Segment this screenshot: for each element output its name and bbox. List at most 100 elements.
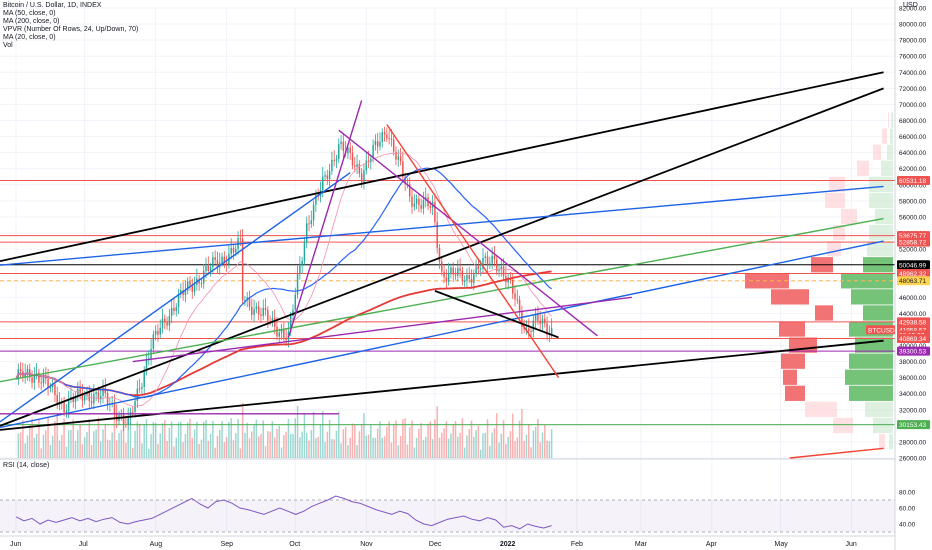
candle-body bbox=[360, 173, 363, 183]
candle-body bbox=[230, 247, 232, 254]
indicator-vpvr[interactable]: VPVR (Number Of Rows, 24, Up/Down, 70) bbox=[3, 26, 139, 33]
volume-bar bbox=[168, 427, 171, 458]
volume-bar bbox=[109, 440, 111, 458]
candle-body bbox=[223, 256, 226, 263]
volume-bar bbox=[97, 417, 100, 458]
indicator-ma50[interactable]: MA (50, close, 0) bbox=[3, 10, 56, 17]
trend-line[interactable] bbox=[0, 240, 884, 429]
candle-body bbox=[486, 256, 489, 265]
volume-bar bbox=[358, 431, 361, 458]
volume-bar bbox=[248, 438, 251, 458]
trend-line[interactable] bbox=[287, 100, 363, 338]
candle-body bbox=[264, 307, 267, 311]
trend-line[interactable] bbox=[386, 124, 560, 379]
volume-bar bbox=[40, 448, 42, 458]
volume-bar bbox=[509, 431, 512, 458]
candle-body bbox=[482, 258, 484, 269]
candle-body bbox=[468, 275, 470, 279]
volume-bar bbox=[537, 418, 539, 458]
trend-line[interactable] bbox=[0, 185, 884, 266]
price-tag-text: 60531.18 bbox=[899, 178, 926, 185]
candle-body bbox=[125, 423, 127, 425]
volume-bar bbox=[138, 423, 141, 458]
trend-line[interactable] bbox=[338, 129, 598, 337]
indicator-vol[interactable]: Vol bbox=[3, 42, 13, 49]
candle-body bbox=[395, 151, 397, 160]
candle-body bbox=[65, 410, 68, 413]
candle-body bbox=[141, 386, 143, 389]
volume-bar bbox=[431, 439, 434, 458]
volume-bar bbox=[232, 440, 235, 458]
vp-down-bar bbox=[771, 289, 809, 305]
trend-lines[interactable] bbox=[0, 71, 884, 459]
rsi-legend[interactable]: RSI (14, close) bbox=[3, 462, 50, 469]
vp-down-bar bbox=[888, 112, 889, 128]
volume-bar bbox=[186, 422, 189, 458]
candle-body bbox=[145, 359, 148, 372]
candle-body bbox=[166, 322, 168, 326]
volume-bar bbox=[511, 413, 514, 458]
indicator-ma200[interactable]: MA (200, close, 0) bbox=[3, 18, 60, 25]
candle-body bbox=[516, 299, 519, 301]
trend-line[interactable] bbox=[789, 447, 884, 459]
vp-up-bar bbox=[887, 144, 893, 160]
candle-body bbox=[157, 330, 159, 335]
candle-body bbox=[191, 285, 194, 292]
candle-body bbox=[168, 315, 171, 326]
volume-bar bbox=[58, 440, 61, 458]
candle-body bbox=[56, 394, 58, 405]
candle-body bbox=[546, 323, 548, 335]
candle-body bbox=[241, 238, 244, 301]
x-tick-label: Oct bbox=[289, 541, 300, 548]
indicator-ma20[interactable]: MA (20, close, 0) bbox=[3, 34, 56, 41]
symbol-title[interactable]: Bitcoin / U.S. Dollar, 1D, INDEX bbox=[3, 2, 102, 9]
volume-bar bbox=[489, 445, 491, 458]
grid bbox=[0, 7, 895, 532]
volume-bar bbox=[196, 421, 198, 458]
volume-bar bbox=[402, 419, 404, 458]
volume-bar bbox=[214, 447, 216, 458]
candle-body bbox=[209, 267, 212, 271]
rsi-pane bbox=[0, 495, 895, 533]
candle-body bbox=[269, 320, 271, 322]
vp-down-bar bbox=[805, 401, 837, 418]
candle-body bbox=[322, 176, 324, 190]
trend-line[interactable] bbox=[0, 87, 884, 427]
volume-bar bbox=[461, 418, 464, 458]
candle-body bbox=[285, 337, 287, 341]
y-tick-label: 64000.00 bbox=[899, 150, 926, 157]
trend-line[interactable] bbox=[434, 290, 559, 339]
candle-body bbox=[33, 375, 36, 383]
candle-body bbox=[193, 284, 196, 292]
y-tick-label: 74000.00 bbox=[899, 70, 926, 77]
candle-body bbox=[489, 263, 491, 265]
volume-bar bbox=[132, 447, 134, 458]
trend-line[interactable] bbox=[0, 71, 884, 263]
trend-line[interactable] bbox=[0, 339, 884, 431]
volume-bar bbox=[271, 421, 274, 458]
candle-body bbox=[349, 147, 351, 153]
volume-bar bbox=[143, 424, 145, 458]
trend-line[interactable] bbox=[0, 217, 884, 383]
volume-bar bbox=[79, 424, 81, 458]
volume-bar bbox=[326, 431, 329, 458]
volume-bar bbox=[104, 423, 107, 458]
trend-line[interactable] bbox=[132, 296, 632, 363]
trend-line[interactable] bbox=[0, 172, 351, 423]
candle-body bbox=[402, 161, 404, 177]
x-tick-label: Jun bbox=[846, 541, 857, 548]
y-tick-label: 28000.00 bbox=[899, 439, 926, 446]
candle-body bbox=[541, 318, 544, 324]
volume-bar bbox=[447, 438, 450, 458]
volume-bar bbox=[239, 448, 242, 458]
volume-bar bbox=[294, 418, 297, 458]
candle-body bbox=[347, 147, 349, 154]
candle-body bbox=[296, 274, 299, 295]
y-tick-label: 36000.00 bbox=[899, 375, 926, 382]
candle-body bbox=[113, 402, 116, 415]
volume-bar bbox=[260, 433, 262, 458]
volume-bar bbox=[333, 439, 335, 458]
volume-bar bbox=[35, 433, 38, 458]
